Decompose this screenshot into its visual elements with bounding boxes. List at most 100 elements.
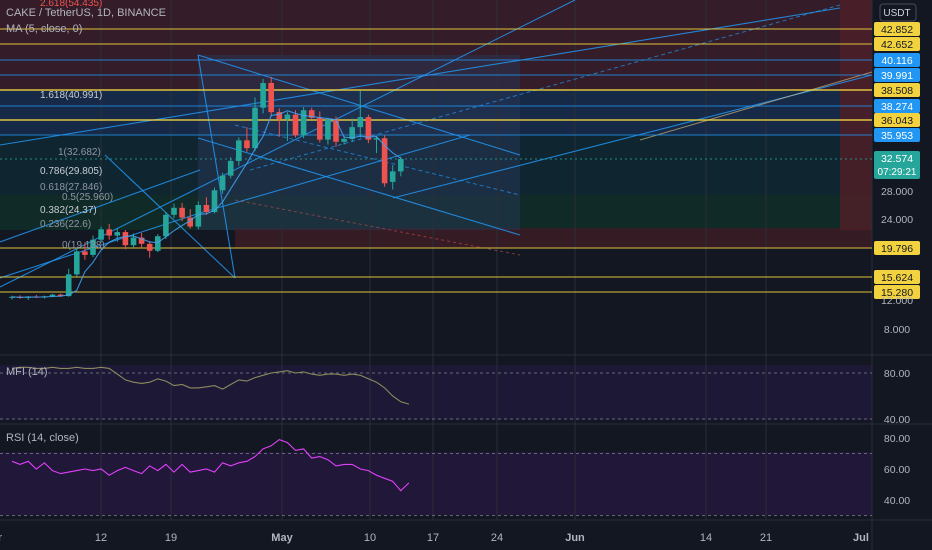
- price-tag-blue-bg: [874, 128, 920, 142]
- candle-body: [284, 114, 291, 120]
- price-tag-blue-bg: [874, 53, 920, 67]
- trend-line: [197, 54, 521, 156]
- candle-body: [268, 83, 274, 113]
- time-axis[interactable]: Apr 12 19 May 10 17 24 Jun 14 21 Jul: [0, 532, 869, 544]
- candle-body: [292, 114, 299, 136]
- price-tag-yellow-bg: [874, 22, 920, 36]
- rsi-indicator-label: RSI (14, close): [6, 432, 79, 444]
- candle-body: [74, 251, 80, 275]
- candle-body: [130, 237, 137, 246]
- candle-body: [171, 207, 177, 215]
- channel-drawings[interactable]: [0, 0, 873, 288]
- price-axis-tick: 8.000: [884, 324, 910, 336]
- mfi-axis-tick: 40.00: [884, 414, 910, 426]
- rsi-band: [0, 452, 872, 515]
- time-axis-tick: 17: [427, 532, 439, 544]
- candle-body: [98, 229, 104, 240]
- ma-line: [11, 110, 402, 298]
- fib-level-label: 0.236(22.6): [40, 219, 91, 230]
- candle-body: [333, 119, 339, 142]
- price-tag-yellow-bg: [874, 285, 920, 299]
- candle-body: [349, 127, 355, 139]
- price-tag-blue: 38.274: [881, 101, 913, 113]
- candle-body: [65, 274, 72, 297]
- candle-body: [203, 205, 210, 212]
- candle-body: [114, 232, 121, 236]
- candle-body: [49, 294, 56, 297]
- fib-level-label: 0(19.138): [62, 240, 105, 251]
- candle-body: [57, 294, 64, 297]
- dashed-red-projection: [234, 199, 521, 256]
- candle-body: [187, 217, 193, 227]
- fib-level-label: 0.786(29.805): [40, 166, 102, 177]
- candle-body: [260, 83, 266, 108]
- candle-body: [244, 140, 250, 149]
- fib-labels: 2.618(54.435) 1.618(40.991) 1(32.682) 0.786…: [40, 0, 113, 251]
- trend-line: [104, 154, 236, 279]
- trend-line: [0, 0, 576, 288]
- price-tag-blue-bg: [874, 68, 920, 82]
- fib-level-label: 1(32.682): [58, 147, 101, 158]
- candle-body: [252, 107, 258, 149]
- time-axis-tick: May: [271, 532, 293, 544]
- time-axis-tick: Jul: [853, 532, 869, 544]
- candle-body: [211, 190, 218, 212]
- time-axis-tick: Apr: [0, 532, 2, 544]
- time-axis-tick: 14: [700, 532, 712, 544]
- price-axis-tick: 28.000: [881, 186, 913, 198]
- price-tag-blue: 40.116: [881, 55, 912, 67]
- ma-indicator-label: MA (5, close, 0): [6, 23, 83, 35]
- candle-body: [195, 205, 202, 227]
- current-price-value: 32.574: [881, 153, 913, 165]
- rsi-line: [11, 438, 410, 492]
- price-tag-blue-bg: [874, 99, 920, 113]
- candle-body: [325, 119, 331, 140]
- currency-label: USDT: [883, 8, 910, 19]
- fib-level-label: 0.5(25.960): [62, 192, 113, 203]
- price-axis-tick: 12.000: [881, 295, 913, 307]
- candle-body: [236, 140, 242, 161]
- candle-body: [308, 110, 315, 118]
- price-tag-blue: 39.991: [881, 70, 913, 82]
- price-tag-yellow: 15.624: [881, 272, 913, 284]
- time-axis-tick: Jun: [565, 532, 585, 544]
- price-axis-tick: 24.000: [881, 214, 913, 226]
- horizontal-levels[interactable]: [0, 28, 872, 293]
- fib-level-label: 0.382(24.37): [40, 205, 97, 216]
- ma5-line: [11, 110, 402, 298]
- time-axis-tick: 10: [364, 532, 376, 544]
- mfi-axis-tick: 80.00: [884, 368, 910, 380]
- time-axis-tick: 19: [165, 532, 177, 544]
- rsi-axis-tick: 40.00: [884, 495, 910, 507]
- rsi-axis-tick: 80.00: [884, 433, 910, 445]
- highlight-zones: [0, 0, 872, 515]
- candle-body: [227, 160, 234, 176]
- symbol-title: CAKE / TetherUS, 1D, BINANCE: [6, 7, 166, 19]
- candle-body: [179, 207, 185, 218]
- price-axis[interactable]: USDT 42.852 42.652 38.508 36.043 19.796 15.624…: [874, 3, 920, 507]
- candle-body: [219, 175, 226, 191]
- mfi-pane: [0, 366, 872, 420]
- price-tag-yellow: 42.852: [881, 24, 913, 36]
- candle-body: [381, 138, 388, 184]
- red-zone: [235, 228, 872, 248]
- candle-body: [373, 138, 380, 140]
- candle-body: [146, 243, 153, 251]
- price-tag-yellow-bg: [874, 241, 920, 255]
- price-tag-yellow: 19.796: [881, 243, 913, 255]
- countdown-value: 07:29:21: [878, 167, 917, 178]
- fib-level-label: 1.618(40.991): [40, 90, 102, 101]
- mfi-band: [0, 365, 872, 420]
- candle-body: [163, 214, 169, 237]
- candle-body: [317, 117, 323, 140]
- time-axis-tick: 21: [760, 532, 772, 544]
- right-red-block: [840, 0, 872, 230]
- price-tag-yellow: 15.280: [881, 287, 913, 299]
- rsi-axis-tick: 60.00: [884, 464, 910, 476]
- price-tag-yellow: 42.652: [881, 39, 913, 51]
- candle-body: [389, 171, 396, 182]
- price-tag-yellow-bg: [874, 113, 920, 127]
- candle-body: [365, 117, 372, 140]
- candle-body: [106, 229, 112, 236]
